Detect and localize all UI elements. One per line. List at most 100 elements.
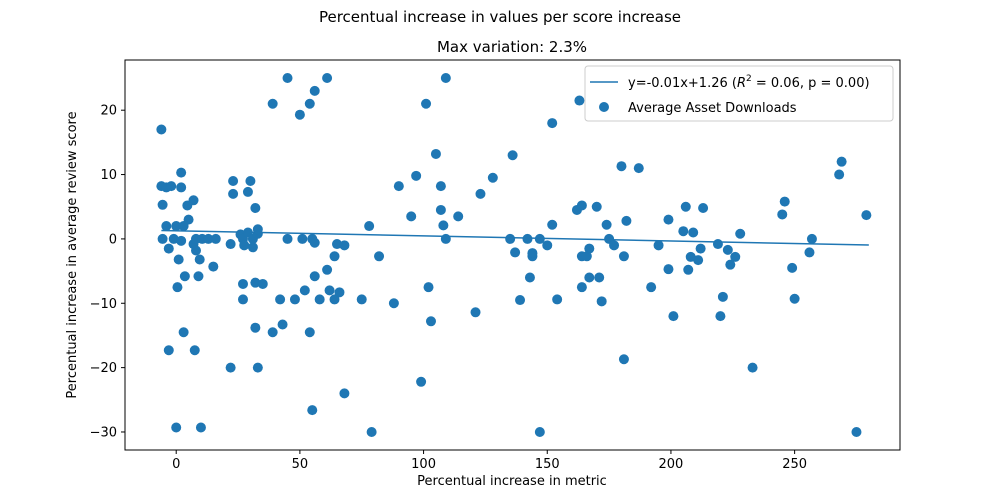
data-point	[601, 219, 612, 230]
data-point	[440, 73, 451, 84]
data-point	[435, 181, 446, 192]
data-point	[777, 209, 788, 220]
data-point	[621, 215, 632, 226]
data-point	[581, 251, 592, 262]
data-point	[324, 285, 335, 296]
data-point	[277, 319, 288, 330]
y-tick-label: 20	[100, 104, 117, 119]
data-point	[487, 172, 498, 183]
data-point	[527, 248, 538, 259]
data-point	[524, 272, 535, 283]
fit-line-layer	[161, 229, 869, 246]
data-point	[228, 175, 239, 186]
data-point	[646, 282, 657, 293]
y-axis-label: Percentual increase in average review sc…	[65, 111, 80, 398]
data-point	[806, 233, 817, 244]
data-point	[547, 219, 558, 230]
x-tick-label: 50	[292, 457, 309, 472]
data-point	[393, 181, 404, 192]
data-point	[267, 98, 278, 109]
data-point	[188, 195, 199, 206]
data-point	[411, 170, 422, 181]
data-point	[282, 233, 293, 244]
data-point	[406, 211, 417, 222]
data-point	[339, 388, 350, 399]
data-point	[712, 239, 723, 250]
data-point	[423, 282, 434, 293]
data-point	[190, 245, 201, 256]
data-point	[356, 294, 367, 305]
data-point	[430, 148, 441, 159]
data-point	[388, 298, 399, 309]
data-point	[722, 244, 733, 255]
data-point	[507, 150, 518, 161]
data-point	[453, 211, 464, 222]
data-point	[267, 327, 278, 338]
x-tick-label: 0	[172, 457, 180, 472]
data-point	[552, 294, 563, 305]
data-point	[591, 201, 602, 212]
data-point	[663, 264, 674, 275]
data-point	[250, 277, 261, 288]
data-point	[663, 214, 674, 225]
data-point	[416, 376, 427, 387]
data-point	[307, 405, 318, 416]
data-point	[171, 221, 182, 232]
data-point	[787, 262, 798, 273]
data-point	[252, 362, 263, 373]
data-point	[157, 199, 168, 210]
data-point	[522, 233, 533, 244]
data-point	[294, 109, 305, 120]
data-point	[618, 251, 629, 262]
y-tick-label: −20	[90, 361, 117, 376]
data-point	[668, 311, 679, 322]
data-point	[339, 240, 350, 251]
data-point	[299, 285, 310, 296]
data-point	[208, 261, 219, 272]
data-point	[695, 243, 706, 254]
data-point	[425, 316, 436, 327]
data-point	[515, 295, 526, 306]
data-point	[161, 221, 172, 232]
data-point	[210, 233, 221, 244]
data-point	[250, 322, 261, 333]
data-point	[257, 278, 268, 289]
data-point	[237, 294, 248, 305]
y-tick-label: 0	[109, 232, 117, 247]
data-point	[421, 98, 432, 109]
data-point	[309, 85, 320, 96]
data-point	[157, 233, 168, 244]
data-point	[163, 345, 174, 356]
data-point	[804, 247, 815, 258]
data-point	[717, 291, 728, 302]
data-point	[594, 272, 605, 283]
data-point	[576, 200, 587, 211]
data-point	[176, 235, 187, 246]
data-point	[289, 294, 300, 305]
data-point	[245, 175, 256, 186]
data-point	[195, 422, 206, 433]
data-point	[715, 311, 726, 322]
data-point	[576, 282, 587, 293]
data-point	[851, 426, 862, 437]
data-point	[609, 240, 620, 251]
data-point	[173, 254, 184, 265]
data-point	[510, 247, 521, 258]
data-point	[275, 294, 286, 305]
data-point	[334, 287, 345, 298]
data-point	[747, 362, 758, 373]
x-tick-label: 100	[411, 457, 436, 472]
data-point	[172, 282, 183, 293]
data-point	[547, 118, 558, 129]
data-point	[322, 73, 333, 84]
data-point	[438, 220, 449, 231]
data-point	[861, 210, 872, 221]
data-point	[470, 307, 481, 318]
data-point	[366, 426, 377, 437]
data-point	[693, 255, 704, 266]
data-point	[688, 227, 699, 238]
data-point	[680, 201, 691, 212]
data-point	[616, 161, 627, 172]
data-point	[171, 422, 182, 433]
